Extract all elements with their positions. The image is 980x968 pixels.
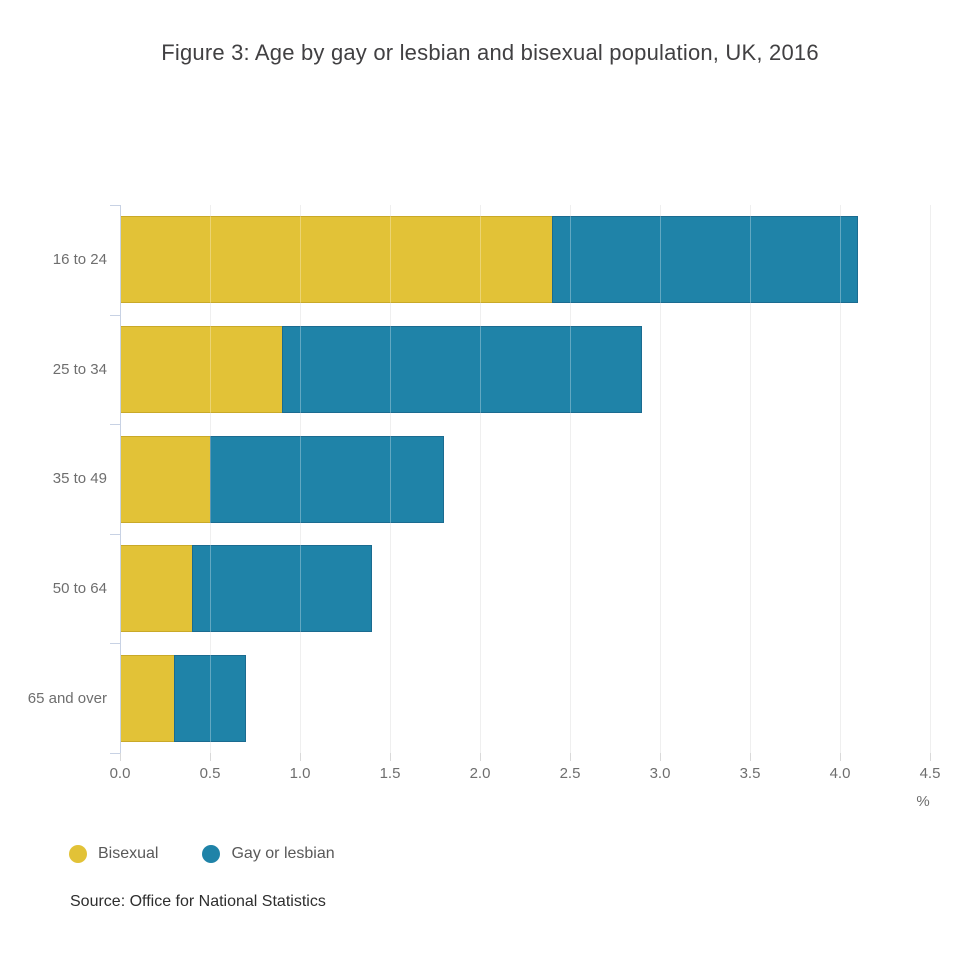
gridline-overlay-2.5 (570, 205, 571, 753)
gridline-3.5 (750, 205, 751, 753)
x-axis-label-4.5: 4.5 (919, 765, 941, 782)
x-axis-label-0.5: 0.5 (199, 765, 221, 782)
x-axis-tick-4.5 (930, 753, 931, 761)
bar-segment-gay-or-lesbian-50-to-64 (192, 545, 372, 633)
legend-label-bisexual: Bisexual (98, 845, 159, 862)
gridline-overlay-4.0 (840, 205, 841, 753)
y-axis-tick (110, 205, 120, 206)
bar-segment-gay-or-lesbian-16-to-24 (552, 216, 858, 304)
gridline-overlay-4.5 (930, 205, 931, 753)
category-label-65-and-over: 65 and over (27, 689, 107, 707)
gridline-2.0 (480, 205, 481, 753)
bar-segment-bisexual-65-and-over (120, 654, 174, 742)
gridline-overlay-3.0 (660, 205, 661, 753)
x-axis-label-2.0: 2.0 (469, 765, 491, 782)
x-axis-label-4.0: 4.0 (829, 765, 851, 782)
x-axis-label-2.5: 2.5 (559, 765, 581, 782)
bar-segment-bisexual-50-to-64 (120, 545, 192, 633)
category-label-50-to-64: 50 to 64 (52, 580, 107, 598)
bar-segment-gay-or-lesbian-25-to-34 (282, 325, 642, 413)
gridline-4.5 (930, 205, 931, 753)
y-axis-tick (110, 643, 120, 645)
x-axis-tick-4.0 (840, 753, 841, 761)
x-axis-label-1.5: 1.5 (379, 765, 401, 782)
legend-item-gay-or-lesbian: Gay or lesbian (202, 845, 335, 863)
x-axis-tick-0.0 (120, 753, 121, 761)
gridline-4.0 (840, 205, 841, 753)
y-axis-tick (110, 424, 120, 426)
x-axis-tick-2.5 (570, 753, 571, 761)
gridline-overlay-0.5 (210, 205, 211, 753)
source-note: Source: Office for National Statistics (70, 893, 326, 910)
x-axis-label-3.5: 3.5 (739, 765, 761, 782)
chart-plot-area: 0.0 0.5 1.0 1.5 2.0 2.5 3.0 3.5 4.0 4.5 16 to 24 25… (27, 205, 941, 782)
category-label-16-to-24: 16 to 24 (52, 251, 107, 269)
y-axis-tick (110, 533, 120, 535)
x-axis-tick-3.5 (750, 753, 751, 761)
x-axis-tick-1.5 (390, 753, 391, 761)
legend-label-gay-or-lesbian: Gay or lesbian (231, 845, 335, 862)
gridline-overlay-3.5 (750, 205, 751, 753)
category-label-25-to-34: 25 to 34 (52, 360, 107, 378)
bar-segment-bisexual-25-to-34 (120, 325, 282, 413)
x-axis-tick-0.5 (210, 753, 211, 761)
x-axis-unit-label: % (916, 793, 930, 810)
bar-segment-gay-or-lesbian-65-and-over (174, 654, 246, 742)
bar-segment-gay-or-lesbian-35-to-49 (210, 435, 444, 523)
x-axis-label-1.0: 1.0 (289, 765, 311, 782)
y-axis-line (120, 205, 121, 753)
gridline-3.0 (660, 205, 661, 753)
bar-segment-bisexual-35-to-49 (120, 435, 210, 523)
gridline-overlay-2.0 (480, 205, 481, 753)
bisexual-swatch-icon (69, 845, 87, 863)
gridline-2.5 (570, 205, 571, 753)
bar-segment-bisexual-16-to-24 (120, 216, 552, 304)
x-axis-label-3.0: 3.0 (649, 765, 671, 782)
gay-or-lesbian-swatch-icon (202, 845, 221, 863)
legend-item-bisexual: Bisexual (69, 845, 158, 863)
y-axis-tick (110, 753, 120, 754)
x-axis-label-0.0: 0.0 (109, 765, 131, 782)
gridline-overlay-1.5 (390, 205, 391, 753)
x-axis-tick-2.0 (480, 753, 481, 761)
x-axis-tick-1.0 (300, 753, 301, 761)
gridline-overlay-1.0 (300, 205, 301, 753)
chart-legend: Bisexual Gay or lesbian (69, 845, 335, 863)
x-axis-tick-3.0 (660, 753, 661, 761)
y-axis-tick (110, 314, 120, 316)
category-label-35-to-49: 35 to 49 (52, 470, 107, 488)
chart-title: Figure 3: Age by gay or lesbian and bise… (161, 40, 819, 65)
